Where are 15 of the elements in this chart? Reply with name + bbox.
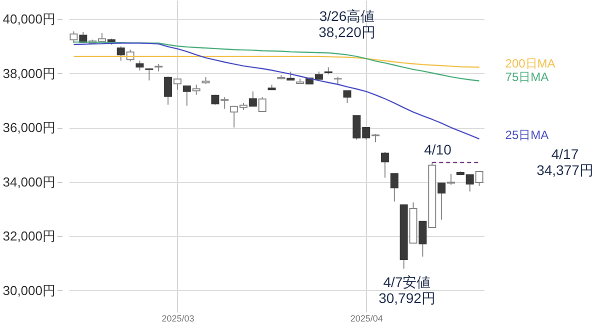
x-tick-label: 2025/04 [350,314,383,324]
y-tick-label: 36,000円 [2,120,56,136]
y-tick-label: 34,000円 [2,174,56,190]
annotation: 4/7安値 30,792円 [378,274,436,306]
text: 75日MA [505,70,549,84]
annotation: 3/26高値 38,220円 [318,8,376,40]
y-tick-label: 30,000円 [2,282,56,298]
x-tick-label: 2025/03 [162,314,194,324]
text: 4/17 34,377円 [536,146,594,178]
text: 200日MA [505,56,556,70]
annotation: 4/10 [424,142,452,158]
text: 25日MA [505,128,549,142]
y-tick-label: 32,000円 [2,228,56,244]
y-tick-label: 40,000円 [2,11,56,26]
y-tick-label: 38,000円 [2,66,56,81]
